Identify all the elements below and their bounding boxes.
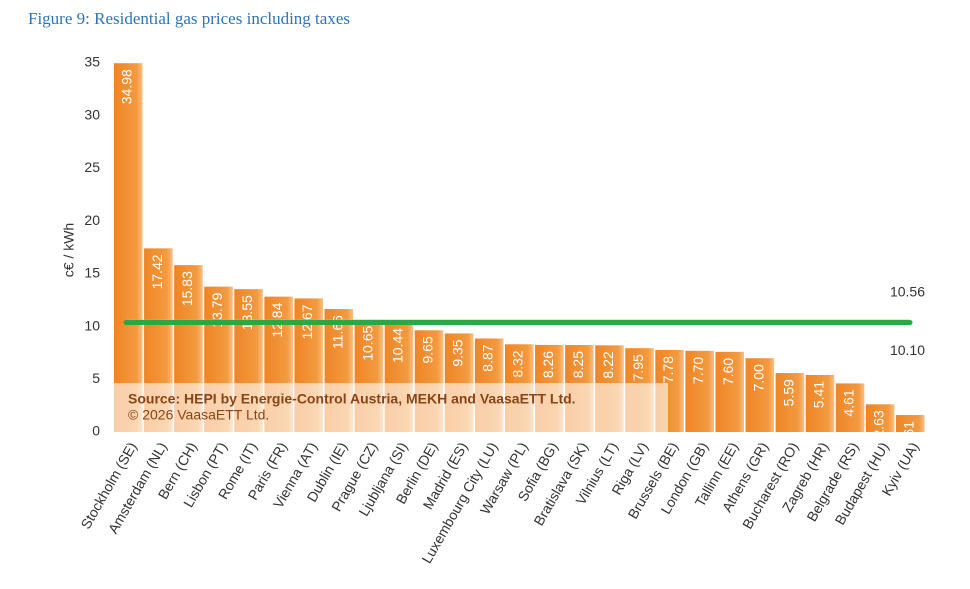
bar [835,383,865,432]
y-tick-label: 35 [84,54,100,70]
y-tick-label: 30 [84,106,100,122]
bar [114,63,143,433]
value-label: 7.78 [660,356,676,383]
value-label: 8.87 [480,344,496,371]
source-box [114,383,668,432]
bar [865,404,895,432]
value-label: 34.98 [119,69,135,104]
copyright-text: © 2026 VaasaETT Ltd. [128,407,269,423]
value-label: 8.26 [540,351,556,378]
reference-label: 10.56 [890,283,925,299]
value-label: 9.65 [419,336,435,363]
y-tick-label: 25 [84,159,100,175]
value-label: 7.60 [720,358,736,385]
value-label: 8.32 [510,350,526,377]
value-label: 7.95 [630,354,646,381]
bar [685,350,714,432]
reference-label: 10.10 [890,342,925,358]
source-text: Source: HEPI by Energie-Control Austria,… [128,391,576,407]
bar [745,358,775,432]
value-label: 8.22 [600,351,616,378]
y-tick-label: 5 [92,370,100,386]
y-tick-label: 20 [84,212,100,228]
value-label: 4.61 [841,389,857,416]
y-tick-label: 10 [84,317,100,333]
value-label: 10.44 [389,328,405,363]
bar [805,374,835,432]
y-tick-label: 15 [84,265,100,281]
value-label: 1.61 [901,421,917,448]
value-label: 7.00 [750,364,766,391]
value-label: 8.25 [570,351,586,378]
value-label: 10.65 [359,326,375,361]
value-label: 9.35 [450,339,466,366]
y-axis-label: c€ / kWh [61,223,77,277]
value-label: 2.63 [871,410,887,437]
chart-title: Figure 9: Residential gas prices includi… [28,9,350,28]
bar [895,415,925,432]
bar [715,351,745,432]
value-label: 17.42 [149,254,165,289]
value-label: 15.83 [179,271,195,306]
bar [775,373,805,432]
value-label: 5.59 [780,379,796,406]
value-label: 5.41 [810,381,826,408]
value-label: 7.70 [690,357,706,384]
y-tick-label: 0 [92,423,100,439]
